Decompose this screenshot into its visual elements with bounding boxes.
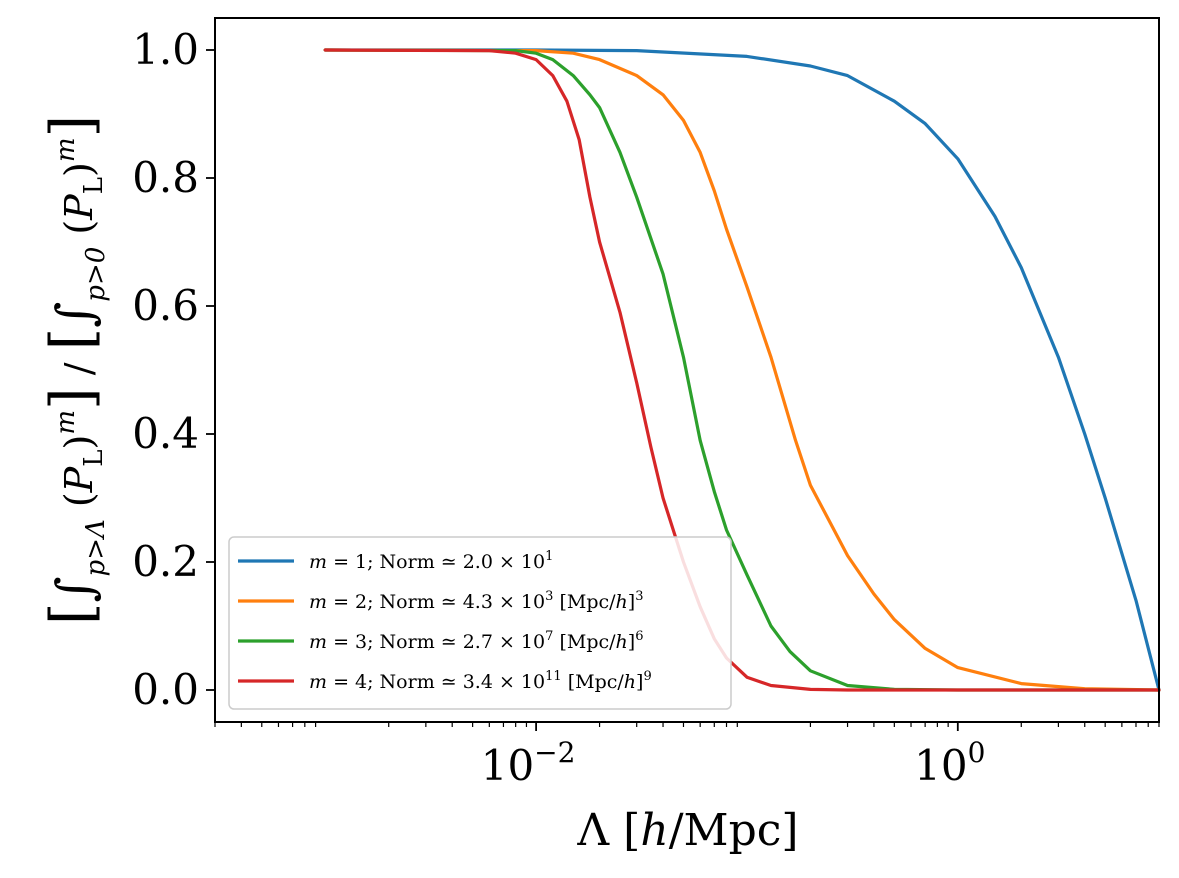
legend: m = 1; Norm ≃ 2.0 × 101 m = 2; Norm ≃ 4.3… [228, 536, 732, 710]
axis-labels: Λ [h/Mpc] [∫p>Λ (PL)m] / [∫p>0 (PL)m] [38, 115, 799, 856]
axis-ticks: 0.0 0.2 0.4 0.6 0.8 1.0 10−2 100 [132, 25, 1160, 790]
x-tick-label: 10−2 [481, 736, 576, 790]
series-line-m2 [323, 48, 1161, 692]
legend-label-m4: m = 4; Norm ≃ 3.4 × 1011 [Mpc/h]9 [309, 669, 652, 693]
x-tick-label: 100 [914, 736, 985, 790]
legend-label-m1: m = 1; Norm ≃ 2.0 × 101 [309, 549, 553, 573]
y-tick-label: 0.8 [132, 153, 199, 202]
y-tick-label: 0.6 [132, 281, 199, 330]
series-line-m1 [323, 48, 1161, 692]
legend-box [228, 536, 732, 710]
y-tick-label: 0.2 [132, 537, 199, 586]
y-tick-label: 1.0 [132, 25, 199, 74]
y-tick-label: 0.0 [132, 665, 199, 714]
legend-label-m3: m = 3; Norm ≃ 2.7 × 107 [Mpc/h]6 [309, 629, 643, 653]
series-line-m3 [323, 48, 1161, 692]
x-axis-label: Λ [h/Mpc] [576, 805, 798, 856]
legend-label-m2: m = 2; Norm ≃ 4.3 × 103 [Mpc/h]3 [309, 589, 643, 613]
y-axis-label: [∫p>Λ (PL)m] / [∫p>0 (PL)m] [38, 115, 111, 625]
y-tick-label: 0.4 [132, 409, 199, 458]
series-line-m4 [323, 48, 1161, 692]
series-layer [323, 48, 1161, 692]
plot-frame [214, 17, 1160, 723]
